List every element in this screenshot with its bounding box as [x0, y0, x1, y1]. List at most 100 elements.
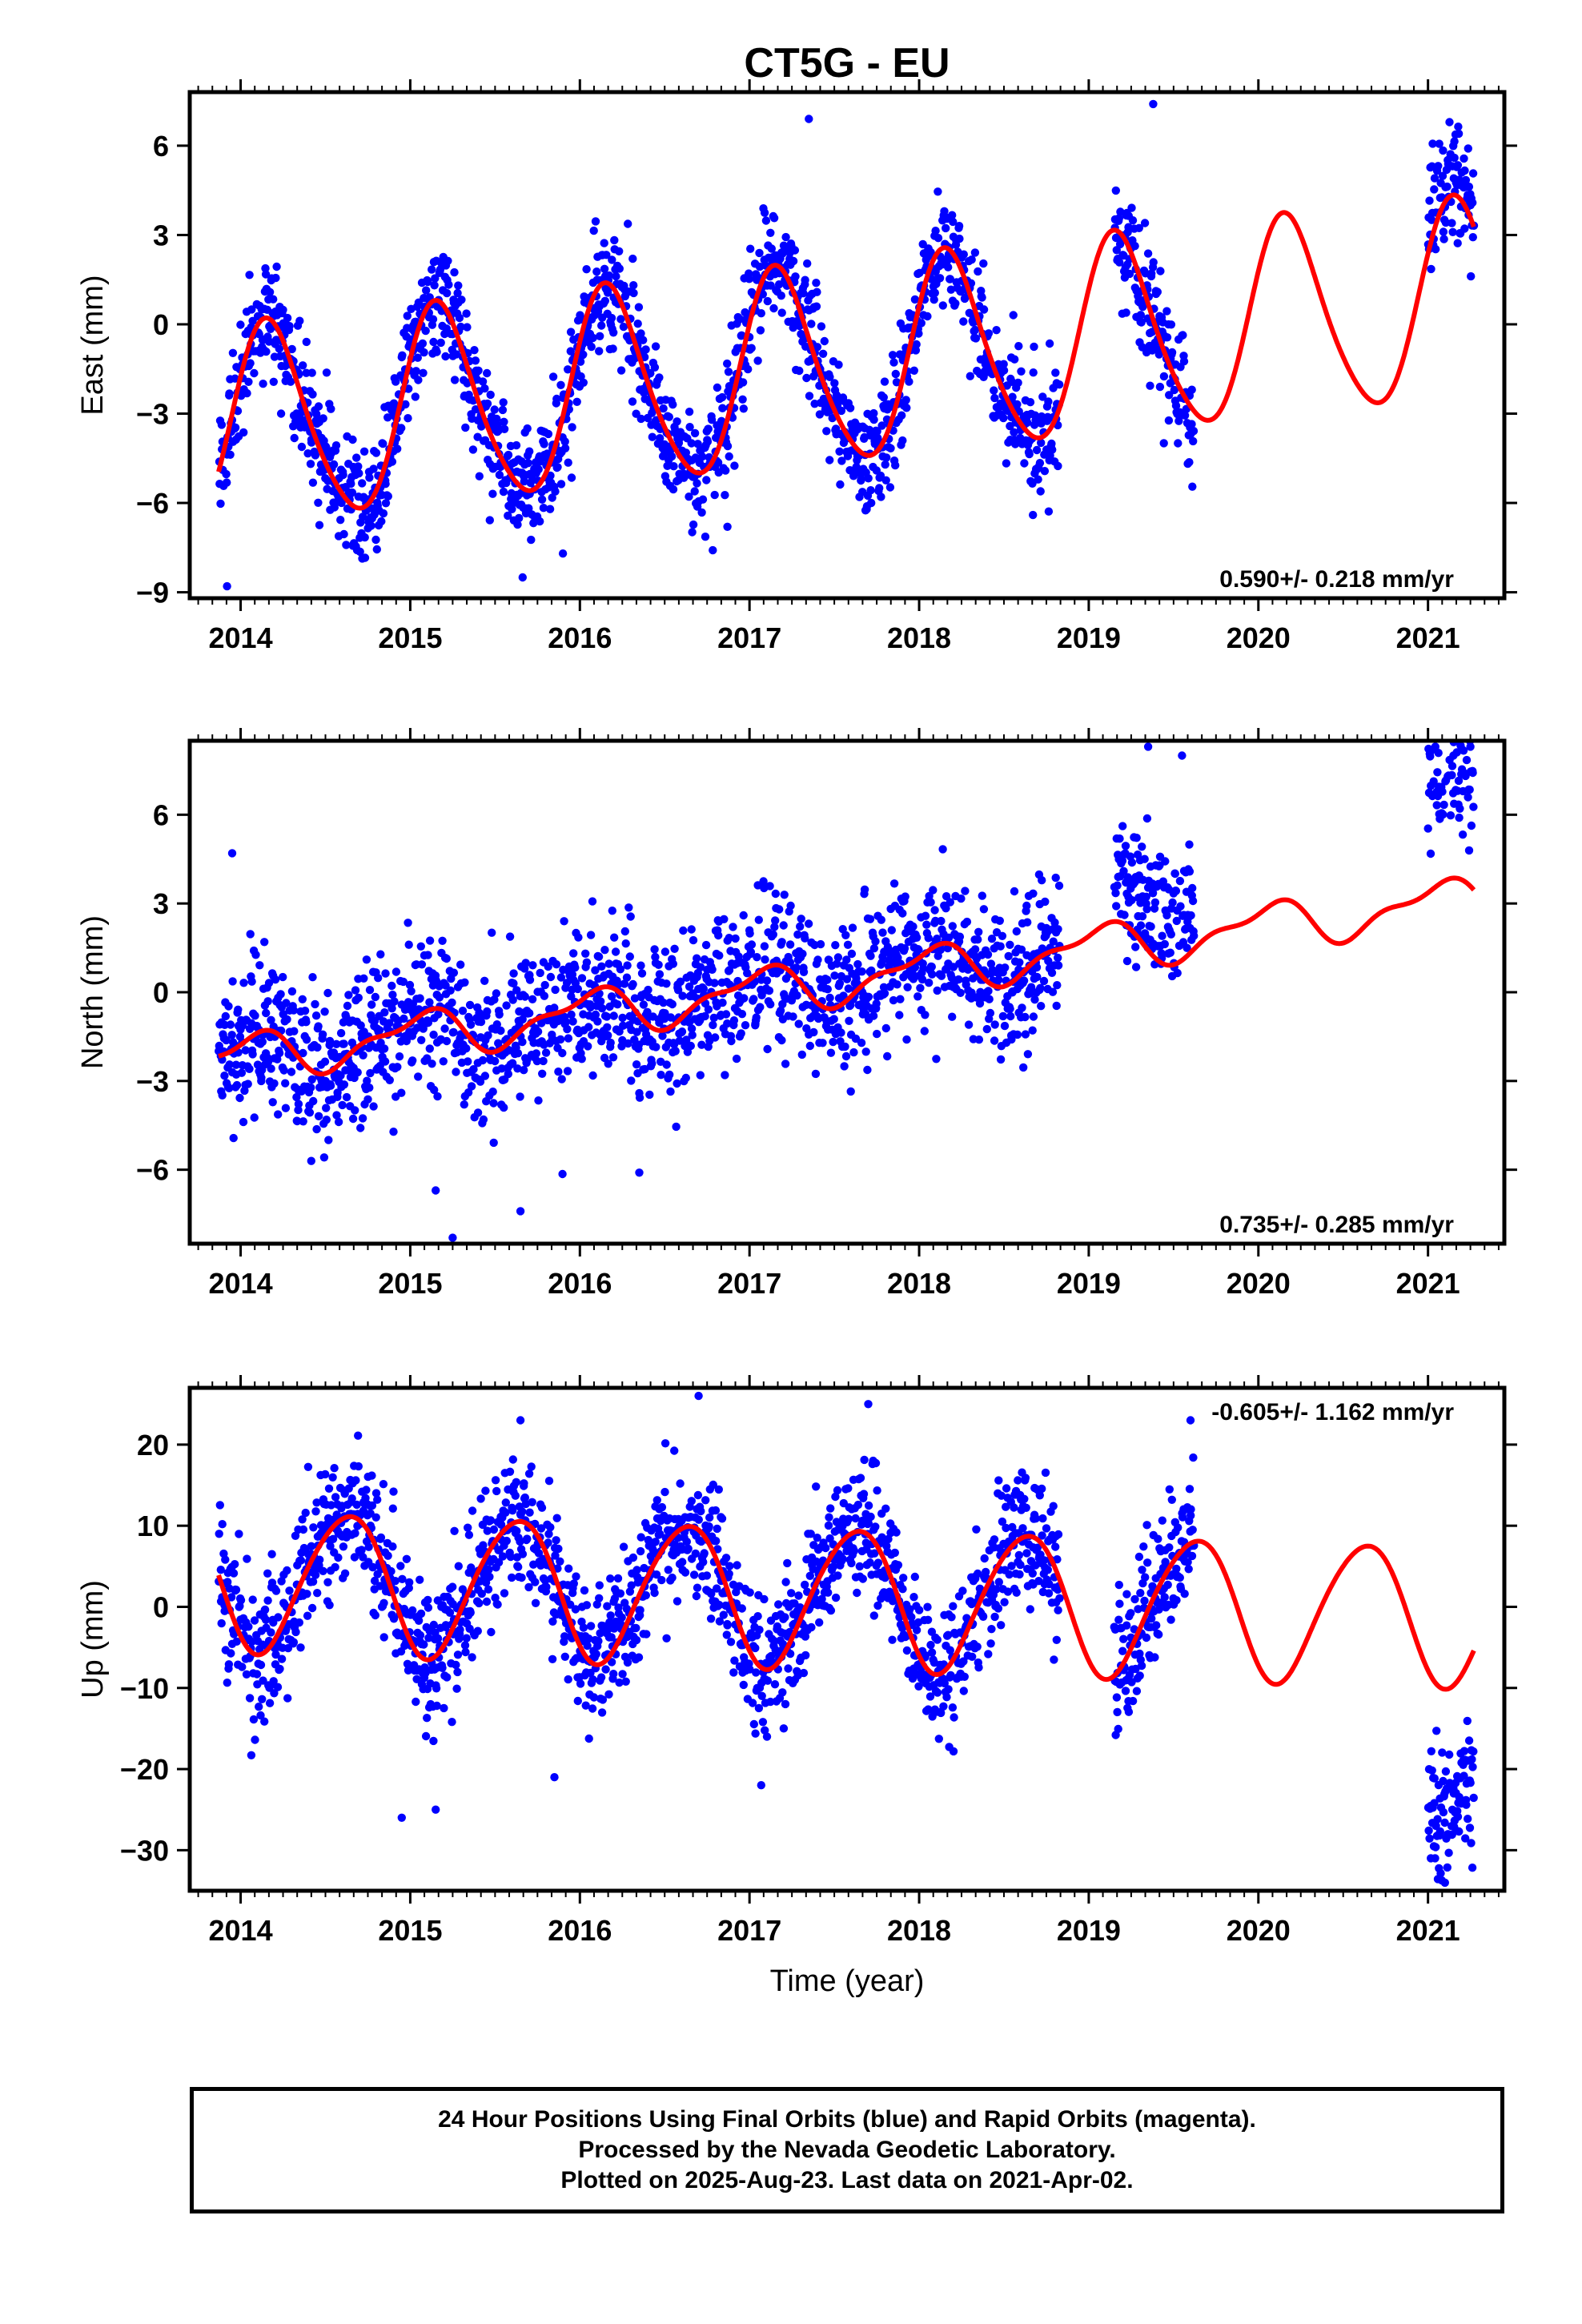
data-point — [789, 256, 798, 266]
data-point — [434, 1010, 443, 1019]
data-point — [589, 226, 598, 235]
data-point — [912, 340, 921, 349]
data-point — [283, 1566, 291, 1575]
data-point — [594, 1637, 603, 1646]
data-point — [232, 1637, 241, 1646]
data-point — [610, 933, 619, 942]
data-point — [881, 460, 889, 469]
data-point — [587, 342, 596, 352]
data-point — [781, 1699, 790, 1709]
data-point — [595, 347, 604, 356]
data-point — [466, 1608, 475, 1618]
data-point — [217, 1618, 226, 1628]
data-point — [420, 1640, 428, 1649]
data-point — [508, 1059, 517, 1068]
data-point — [1115, 834, 1124, 843]
data-point — [656, 1071, 665, 1080]
data-point — [964, 1020, 974, 1029]
data-point — [912, 933, 921, 943]
data-point — [371, 448, 381, 457]
data-point — [540, 980, 549, 990]
data-point — [880, 989, 889, 998]
data-point — [592, 267, 601, 276]
data-point — [504, 1069, 512, 1079]
data-point — [448, 1582, 457, 1591]
data-point — [331, 1493, 340, 1502]
data-point — [485, 1572, 494, 1582]
data-point — [307, 438, 316, 447]
data-point — [998, 1011, 1008, 1021]
data-point — [987, 935, 997, 943]
x-tick-label: 2018 — [887, 621, 951, 654]
data-point — [713, 1524, 721, 1534]
data-point — [1445, 704, 1453, 712]
data-point — [438, 1663, 447, 1672]
data-point — [1050, 918, 1059, 927]
data-point — [498, 405, 508, 415]
data-point — [756, 1003, 765, 1011]
data-point — [1428, 139, 1437, 148]
data-point — [430, 1085, 439, 1095]
data-point — [567, 473, 576, 482]
data-point — [1017, 367, 1026, 376]
data-point — [1447, 770, 1456, 780]
data-point — [978, 293, 986, 302]
data-point — [744, 364, 753, 374]
data-point — [250, 1616, 259, 1625]
data-point — [597, 1708, 607, 1717]
data-point — [414, 376, 423, 384]
data-point — [777, 1035, 786, 1045]
data-point — [925, 979, 934, 987]
data-point — [259, 380, 267, 388]
data-point — [294, 1100, 303, 1108]
data-point — [1453, 239, 1462, 247]
data-point — [921, 1011, 930, 1019]
x-tick-label: 2019 — [1057, 621, 1121, 654]
data-point — [226, 450, 235, 459]
data-point — [652, 1496, 661, 1505]
data-point — [329, 460, 339, 469]
data-point — [661, 947, 670, 956]
data-point — [877, 915, 886, 924]
data-point — [372, 545, 381, 554]
data-point — [250, 1113, 259, 1122]
data-point — [807, 320, 816, 328]
data-point — [610, 1594, 620, 1603]
data-point — [715, 951, 724, 960]
data-point — [343, 1001, 352, 1011]
data-point — [448, 1233, 457, 1242]
data-point — [494, 1558, 504, 1567]
data-point — [1025, 449, 1034, 459]
data-point — [453, 1667, 462, 1677]
data-point — [362, 1486, 371, 1494]
data-point — [942, 223, 950, 233]
data-point — [898, 436, 907, 445]
data-point — [315, 521, 324, 529]
data-point — [685, 408, 694, 416]
data-point — [336, 516, 345, 525]
data-point — [488, 489, 497, 498]
data-point — [368, 1562, 377, 1572]
data-point — [1466, 742, 1475, 751]
data-point — [339, 1542, 348, 1551]
data-point — [689, 520, 698, 529]
data-point — [729, 1668, 738, 1677]
data-point — [416, 1630, 425, 1640]
data-point — [267, 1064, 275, 1073]
data-point — [505, 1467, 515, 1477]
data-point — [769, 304, 778, 313]
data-point — [483, 368, 492, 378]
data-point — [1023, 918, 1032, 927]
data-point — [300, 1007, 310, 1015]
data-point — [795, 321, 804, 331]
data-point — [616, 315, 625, 324]
data-point — [962, 917, 972, 927]
data-point — [307, 1083, 315, 1092]
data-point — [615, 1678, 624, 1687]
data-point — [1446, 811, 1456, 820]
data-point — [937, 916, 946, 926]
data-point — [417, 1035, 426, 1045]
data-point — [678, 991, 687, 1000]
data-point — [513, 1064, 522, 1073]
data-point — [421, 326, 430, 336]
